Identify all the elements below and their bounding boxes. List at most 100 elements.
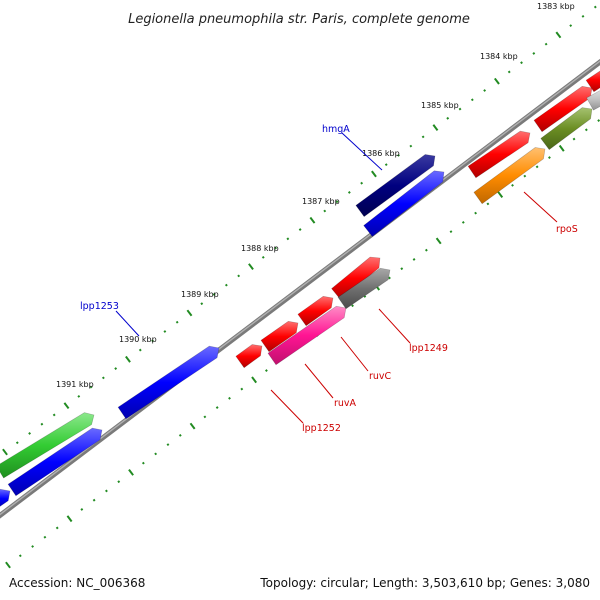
outer-ruler-tick — [397, 153, 400, 157]
outer-ruler-tick — [309, 216, 316, 224]
outer-ruler-tick — [63, 402, 70, 410]
inner-ruler-tick — [31, 545, 35, 548]
outer-ruler-tick — [248, 263, 254, 271]
outer-ruler-tick — [593, 5, 597, 9]
inner-ruler-tick — [497, 191, 504, 199]
outer-ruler-tick — [544, 42, 548, 46]
accession-label: Accession: NC_006368 — [9, 576, 146, 590]
outer-ruler-tick — [360, 181, 364, 185]
outer-ruler-tick — [89, 385, 93, 389]
inner-ruler-tick — [265, 369, 268, 372]
inner-ruler-tick — [55, 526, 59, 530]
inner-ruler-tick — [572, 137, 576, 141]
leader-lpp1253 — [115, 310, 140, 337]
map-title: Legionella pneumophila str. Paris, compl… — [128, 12, 470, 27]
inner-ruler-tick — [535, 165, 539, 169]
inner-ruler-tick — [5, 561, 11, 569]
outer-ruler-tick — [409, 144, 413, 148]
outer-ruler-tick — [101, 376, 105, 380]
inner-ruler-tick — [203, 415, 207, 419]
gene-label-lpp1253: lpp1253 — [80, 301, 119, 312]
leader-lpp1252 — [270, 389, 304, 424]
outer-ruler-tick — [432, 124, 439, 131]
inner-ruler-tick — [424, 248, 428, 252]
inner-ruler-tick — [511, 183, 514, 187]
gene-label-ruvC: ruvC — [369, 371, 392, 382]
outer-ruler-tick — [114, 367, 118, 370]
tick-label: 1390 kbp — [119, 335, 157, 344]
gene-red-upper-1 — [467, 130, 531, 179]
outer-ruler-tick — [175, 320, 179, 324]
inner-ruler-tick — [80, 508, 84, 511]
inner-ruler-tick — [128, 469, 134, 476]
tick-label: 1389 kbp — [181, 290, 219, 299]
outer-ruler-tick — [483, 89, 487, 92]
inner-ruler-tick — [435, 237, 442, 245]
outer-ruler-tick — [40, 422, 44, 426]
gene-blue-lower-hmgA — [363, 170, 445, 237]
outer-ruler-tick — [261, 255, 265, 259]
inner-ruler-tick — [92, 498, 96, 502]
leader-ruvA — [304, 363, 334, 399]
gene-red-lower-a — [260, 320, 299, 353]
leader-hmgA — [341, 132, 383, 171]
inner-ruler-tick — [461, 220, 465, 224]
gene-red-upper-2 — [533, 85, 593, 133]
outer-ruler-tick — [470, 98, 474, 102]
inner-ruler-tick — [412, 258, 416, 261]
gene-green-upper — [0, 412, 95, 479]
inner-ruler-tick — [228, 396, 231, 400]
inner-ruler-tick — [178, 433, 182, 437]
outer-ruler-tick — [371, 170, 377, 178]
inner-ruler-tick — [251, 376, 258, 384]
outer-ruler-tick — [286, 237, 290, 241]
inner-ruler-tick — [105, 489, 108, 493]
outer-ruler-tick — [274, 246, 277, 250]
inner-ruler-tick — [66, 515, 73, 523]
outer-ruler-tick — [507, 70, 511, 74]
inner-ruler-tick — [18, 554, 22, 558]
tick-label: 1388 kbp — [241, 244, 279, 253]
outer-ruler-tick — [2, 448, 8, 456]
gene-lpp1249-arrow — [337, 267, 391, 310]
outer-ruler-tick — [212, 293, 216, 296]
outer-ruler-tick — [237, 274, 241, 278]
inner-ruler-tick — [449, 230, 453, 234]
gene-label-rpoS: rpoS — [556, 224, 578, 235]
inner-ruler-tick — [189, 422, 196, 430]
outer-ruler-tick — [347, 191, 351, 194]
outer-ruler-tick — [555, 31, 562, 39]
gene-hmgA-arrow — [355, 154, 436, 218]
inner-ruler-tick — [351, 304, 354, 308]
outer-ruler-tick — [458, 107, 462, 111]
outer-ruler-tick — [138, 348, 142, 352]
outer-ruler-tick — [52, 413, 56, 417]
outer-ruler-tick — [446, 116, 450, 120]
gene-label-lpp1249: lpp1249 — [409, 343, 448, 354]
tick-label: 1384 kbp — [480, 52, 518, 61]
tick-label: 1386 kbp — [362, 149, 400, 158]
outer-ruler-tick — [532, 52, 536, 55]
leader-ruvC — [340, 336, 369, 372]
outer-ruler-tick — [494, 77, 500, 85]
gene-features — [0, 70, 600, 507]
outer-ruler-tick — [28, 432, 31, 435]
inner-ruler-tick — [523, 174, 527, 178]
outer-ruler-tick — [298, 228, 302, 231]
gene-ruvA-arrow — [267, 305, 347, 366]
outer-ruler-tick — [186, 309, 193, 317]
leader-rpoS — [523, 191, 558, 223]
outer-ruler-tick — [125, 355, 131, 363]
genome-backbone — [0, 58, 600, 519]
outer-ruler-tick — [77, 394, 81, 398]
tick-label: 1387 kbp — [302, 197, 340, 206]
ruler-ticks — [2, 5, 600, 569]
inner-ruler-tick — [486, 202, 490, 206]
inner-ruler-tick — [584, 128, 588, 132]
outer-ruler-tick — [421, 135, 425, 139]
genome-summary: Topology: circular; Length: 3,503,610 bp… — [260, 576, 590, 590]
inner-ruler-tick — [166, 443, 170, 447]
outer-ruler-tick — [151, 339, 154, 343]
inner-ruler-tick — [548, 156, 551, 159]
